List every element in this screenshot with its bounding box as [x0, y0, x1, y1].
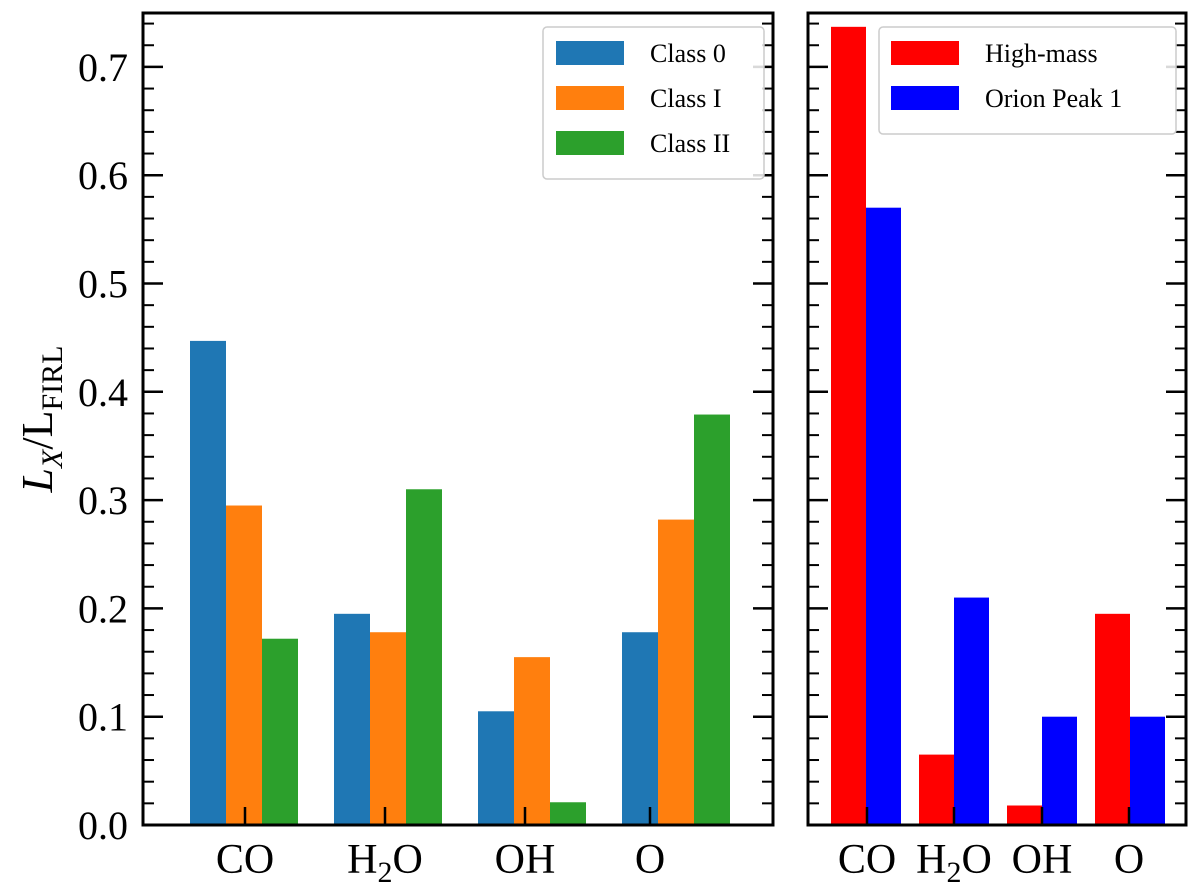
y-tick-label: 0.4	[78, 370, 128, 415]
right-legend-label: Orion Peak 1	[985, 84, 1122, 113]
left-bar-class-ii-h2o	[406, 489, 442, 825]
right-legend: High-mass Orion Peak 1	[878, 26, 1177, 135]
left-bar-class-0-o	[622, 632, 658, 825]
left-legend-swatch	[556, 41, 624, 65]
y-tick-label: 0.6	[78, 153, 128, 198]
y-tick-label: 0.0	[78, 803, 128, 848]
y-tick-label: 0.2	[78, 586, 128, 631]
right-bar-high-mass-h2o	[919, 754, 954, 825]
right-legend-swatch	[891, 41, 959, 65]
right-bar-high-mass-o	[1095, 613, 1130, 825]
left-x-label-oh: OH	[495, 837, 556, 883]
left-x-label-co: CO	[216, 837, 274, 883]
left-bar-class-0-oh	[478, 711, 514, 825]
right-bar-high-mass-co	[831, 26, 866, 826]
left-ticks	[143, 22, 773, 827]
left-x-label-o: O	[635, 837, 665, 883]
left-axes-frame	[141, 11, 775, 827]
right-bar-orion-peak-1-co	[866, 207, 901, 825]
right-x-label-h2o: H2O	[916, 837, 992, 889]
left-bars	[190, 340, 730, 825]
right-x-label-co: CO	[838, 837, 896, 883]
left-bar-class-i-oh	[514, 657, 550, 825]
right-bar-orion-peak-1-h2o	[954, 597, 989, 825]
right-legend-label: High-mass	[985, 39, 1098, 68]
left-bar-class-i-h2o	[370, 632, 406, 825]
left-legend-label: Class I	[650, 84, 722, 113]
right-bar-high-mass-oh	[1007, 805, 1042, 825]
left-legend-swatch	[556, 131, 624, 155]
left-bar-class-ii-co	[262, 638, 298, 825]
y-tick-label: 0.5	[78, 262, 128, 307]
left-bar-class-0-h2o	[334, 613, 370, 825]
left-bar-class-ii-o	[694, 414, 730, 825]
left-bar-class-ii-oh	[550, 802, 586, 825]
y-tick-label: 0.7	[78, 45, 128, 90]
right-bars	[831, 26, 1165, 826]
left-panel: 0.0 0.1 0.2 0.3 0.4 0.5 0.6 0.7 CO H2O OH O Class …	[78, 11, 775, 889]
left-legend: Class 0 Class I Class II	[542, 26, 765, 180]
right-ticks	[808, 22, 1186, 827]
left-legend-label: Class II	[650, 129, 730, 158]
y-tick-label: 0.3	[78, 478, 128, 523]
left-legend-swatch	[556, 86, 624, 110]
right-bar-orion-peak-1-oh	[1042, 716, 1077, 825]
right-panel: CO H2O OH O High-mass Orion Peak 1	[806, 11, 1188, 889]
left-y-tick-labels: 0.0 0.1 0.2 0.3 0.4 0.5 0.6 0.7	[78, 45, 128, 848]
left-bar-class-0-co	[190, 340, 226, 825]
left-legend-label: Class 0	[650, 39, 726, 68]
left-x-label-h2o: H2O	[347, 837, 423, 889]
left-bar-class-i-co	[226, 505, 262, 825]
right-bar-orion-peak-1-o	[1130, 716, 1165, 825]
right-x-tick-labels: CO H2O OH O	[838, 837, 1144, 889]
y-axis-label: LX/LFIRL	[13, 346, 69, 494]
left-x-tick-labels: CO H2O OH O	[216, 837, 665, 889]
left-bar-class-i-o	[658, 519, 694, 825]
right-legend-swatch	[891, 86, 959, 110]
y-tick-label: 0.1	[78, 695, 128, 740]
right-x-label-oh: OH	[1012, 837, 1073, 883]
right-axes-frame	[806, 11, 1188, 827]
right-x-label-o: O	[1114, 837, 1144, 883]
